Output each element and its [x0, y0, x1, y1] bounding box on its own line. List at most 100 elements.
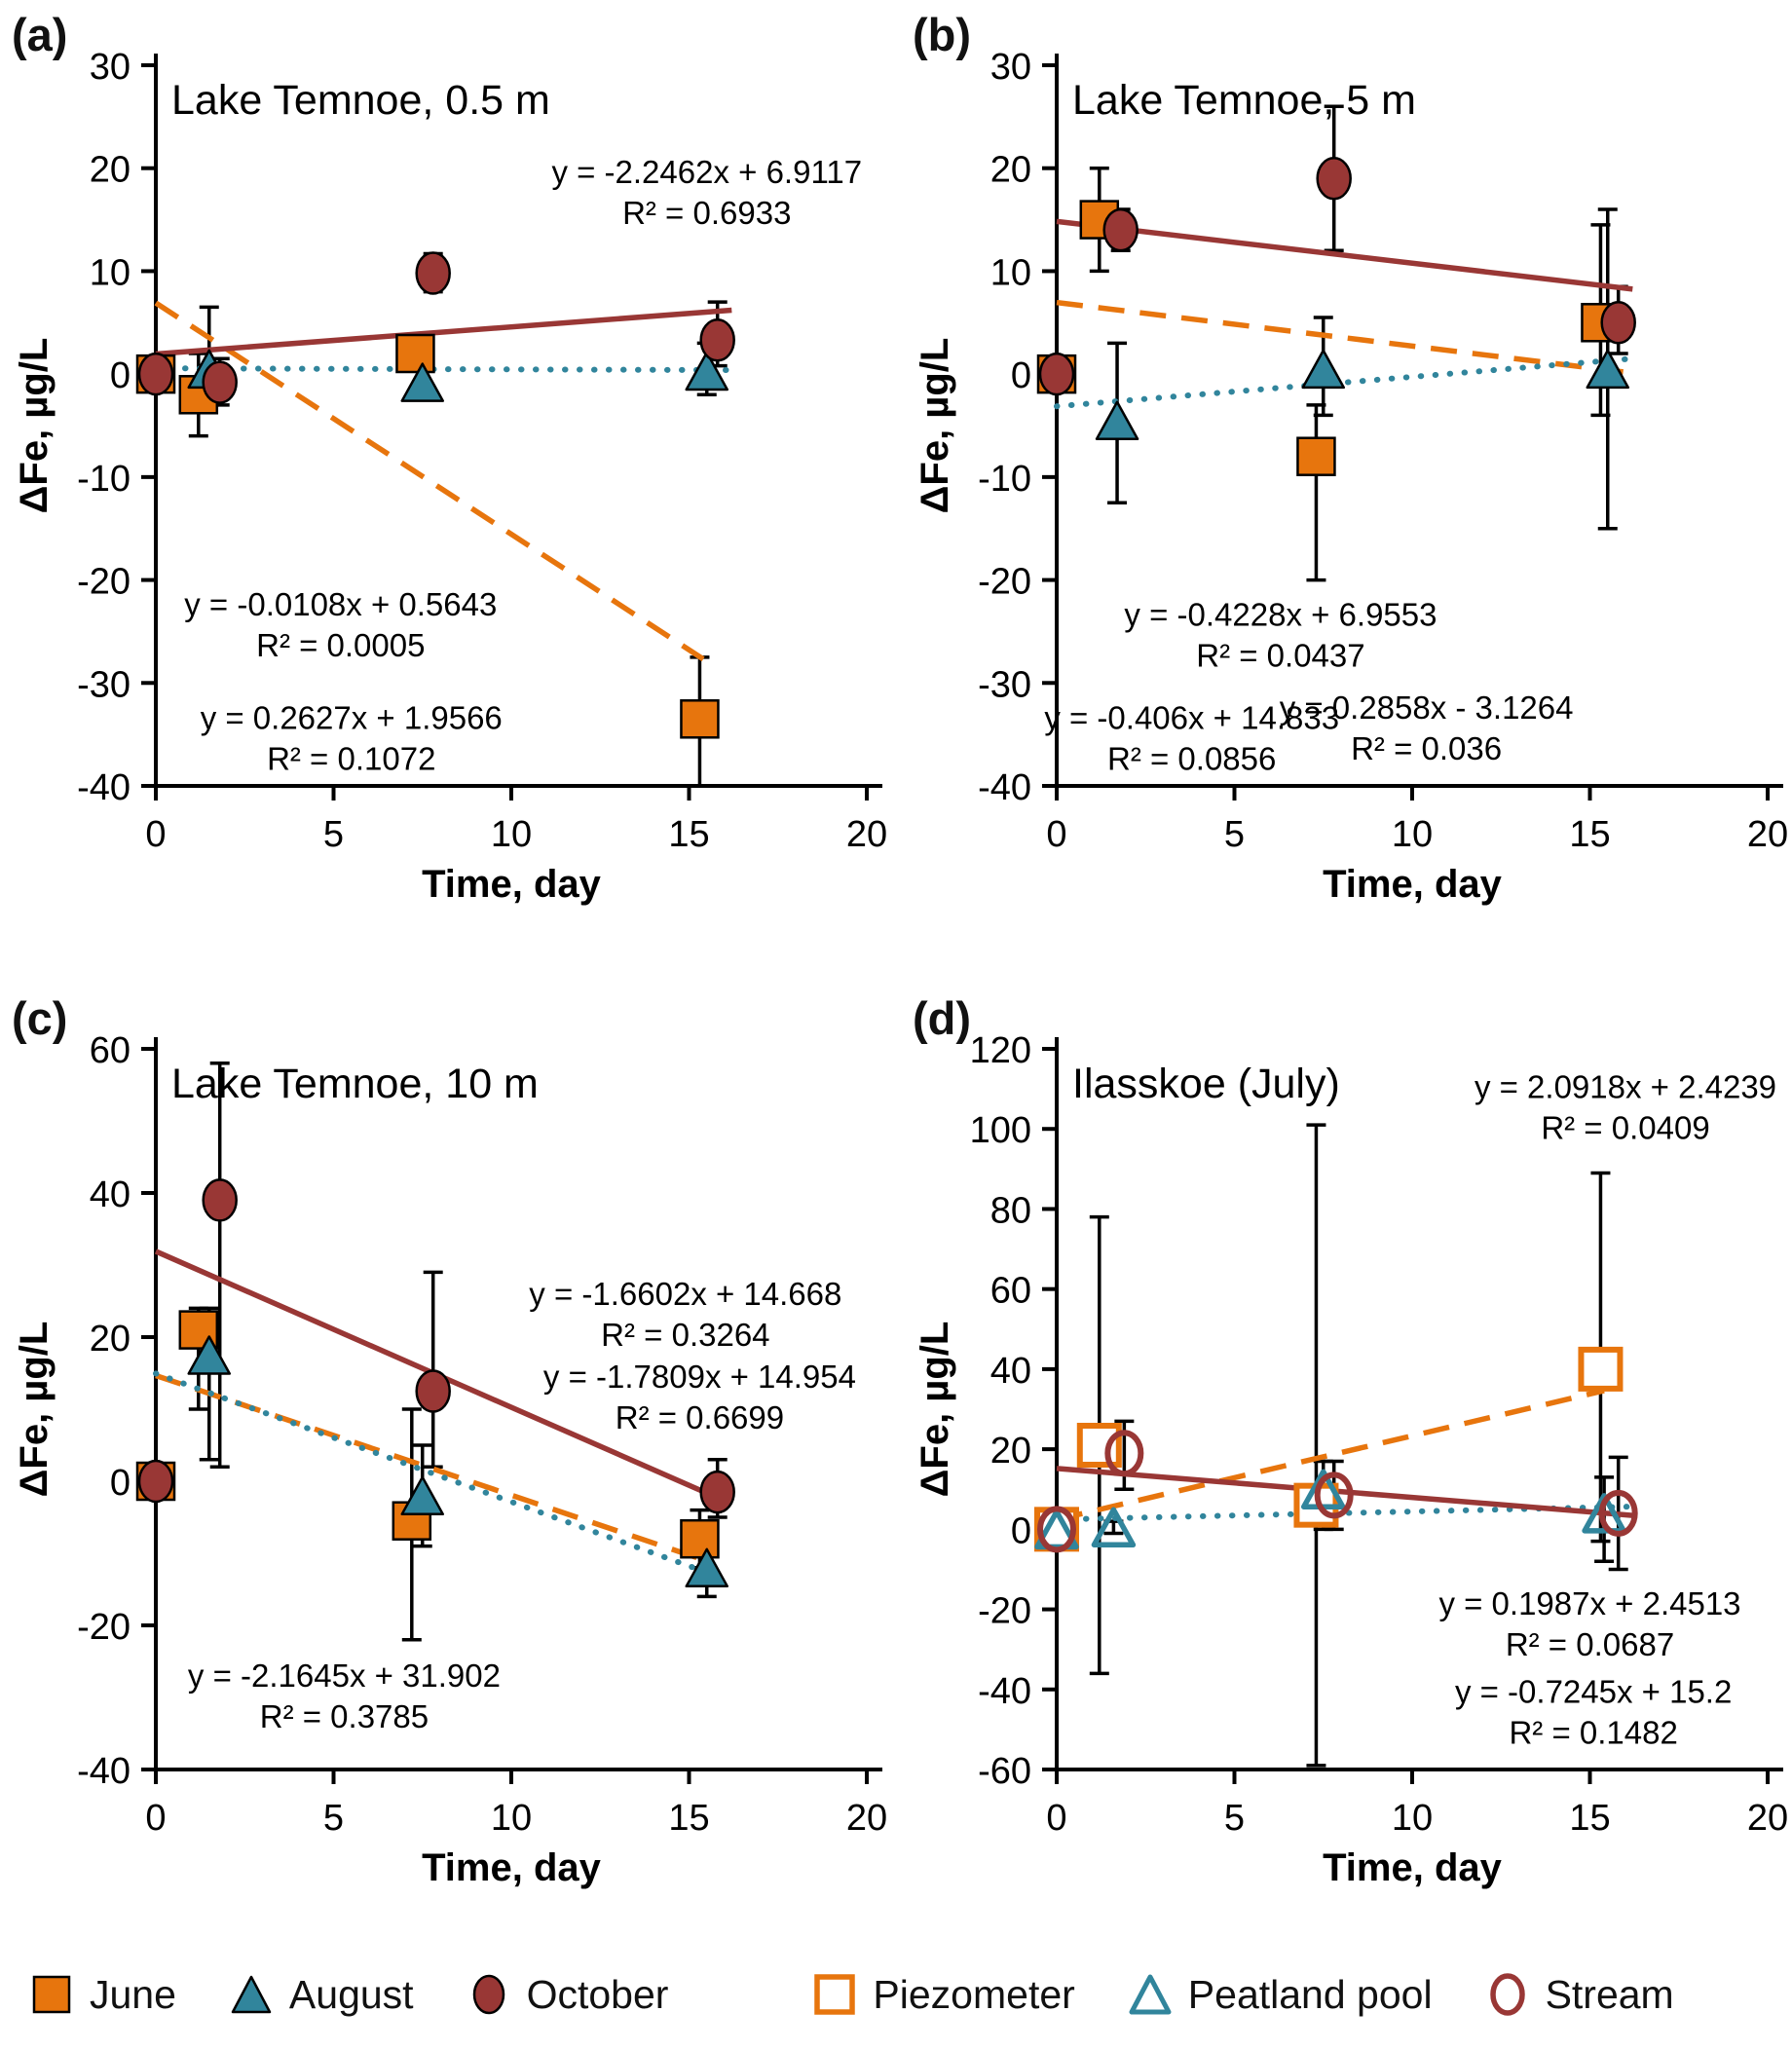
chart-title: Lake Temnoe, 5 m: [1072, 77, 1416, 124]
chart-a-plot: 30 20 10 0 -10 -20 -30 -40 0 5 10 15 20 Time, day ΔFe,…: [13, 47, 887, 906]
axes: 30 20 10 0 -10 -20 -30 -40 0 5 10 15 20: [978, 47, 1788, 855]
svg-text:-40: -40: [77, 1751, 131, 1792]
series-august: [187, 1335, 728, 1588]
trendline-august: [153, 365, 735, 374]
trendline-october: [155, 307, 732, 357]
svg-text:R² = 0.0409: R² = 0.0409: [1541, 1110, 1709, 1146]
svg-text:0: 0: [1011, 355, 1031, 396]
x-axis-label: Time, day: [1323, 863, 1503, 906]
svg-text:R² = 0.0856: R² = 0.0856: [1107, 740, 1276, 776]
svg-text:0: 0: [1011, 1510, 1031, 1551]
svg-text:y = 2.0918x + 2.4239: y = 2.0918x + 2.4239: [1475, 1069, 1776, 1105]
y-axis-label: ΔFe, µg/L: [13, 1322, 56, 1498]
svg-text:y = 0.2858x - 3.1264: y = 0.2858x - 3.1264: [1280, 689, 1574, 726]
svg-text:R² = 0.0005: R² = 0.0005: [256, 627, 425, 663]
svg-text:-20: -20: [978, 562, 1031, 603]
svg-text:-20: -20: [978, 1591, 1031, 1632]
chart-c-plot: 60 40 20 0 -20 -40 0 5 10 15 20 Time, day ΔFe, µg/L L…: [13, 1030, 887, 1889]
svg-text:y = 0.1987x + 2.4513: y = 0.1987x + 2.4513: [1438, 1585, 1740, 1621]
svg-text:R² = 0.6933: R² = 0.6933: [622, 195, 791, 231]
chart-title: Lake Temnoe, 10 m: [171, 1061, 539, 1107]
axes: 120 100 80 60 40 20 0 -20 -40 -60 0 5 10 15 20: [970, 1030, 1789, 1839]
svg-text:R² = 0.6699: R² = 0.6699: [616, 1399, 784, 1435]
svg-text:0: 0: [145, 1798, 166, 1839]
svg-text:-40: -40: [77, 767, 131, 808]
series-october: [137, 251, 735, 404]
svg-text:60: 60: [90, 1030, 131, 1071]
svg-text:y = -0.0108x + 0.5643: y = -0.0108x + 0.5643: [184, 586, 497, 622]
svg-text:0: 0: [1046, 814, 1066, 855]
legend-item-stream: Stream: [1485, 1972, 1674, 2018]
august-marker-icon: [231, 1975, 272, 2014]
panel-letter-d: (d): [913, 992, 972, 1044]
axes: 60 40 20 0 -20 -40 0 5 10 15 20: [77, 1030, 887, 1839]
svg-text:R² = 0.1072: R² = 0.1072: [267, 740, 435, 776]
svg-text:10: 10: [990, 252, 1031, 293]
svg-text:5: 5: [323, 814, 344, 855]
trendline-stream: [1056, 1466, 1633, 1518]
svg-text:0: 0: [1046, 1798, 1066, 1839]
svg-text:R² = 0.0437: R² = 0.0437: [1196, 638, 1364, 674]
svg-text:-20: -20: [77, 562, 131, 603]
peatland-pool-marker-icon: [1129, 1974, 1172, 2015]
svg-text:15: 15: [668, 1798, 709, 1839]
svg-text:-20: -20: [77, 1607, 131, 1648]
legend-item-peatland-pool: Peatland pool: [1128, 1972, 1433, 2018]
svg-text:-30: -30: [77, 664, 131, 705]
svg-text:10: 10: [491, 1798, 532, 1839]
equation-3: y = -2.1645x + 31.902 R² = 0.3785: [188, 1658, 501, 1734]
chart-b-plot: 30 20 10 0 -10 -20 -30 -40 0 5 10 15 20 Time, day ΔFe,…: [914, 47, 1788, 906]
svg-text:10: 10: [1392, 814, 1433, 855]
svg-text:20: 20: [1747, 814, 1788, 855]
equation-3: y = -0.7245x + 15.2 R² = 0.1482: [1455, 1673, 1732, 1750]
equation-2: y = -0.406x + 14.833 R² = 0.0856: [1044, 699, 1339, 776]
panel-a: (a) 30 20 10 0 -10 -20 -30 -40 0 5 10 15 20 Time, day…: [10, 9, 887, 961]
equation-1: y = 2.0918x + 2.4239 R² = 0.0409: [1475, 1069, 1776, 1146]
svg-text:30: 30: [90, 47, 131, 88]
svg-text:10: 10: [1392, 1798, 1433, 1839]
stream-marker-icon: [1489, 1973, 1525, 2016]
svg-text:20: 20: [846, 814, 887, 855]
svg-text:-10: -10: [77, 459, 131, 500]
svg-text:-60: -60: [978, 1751, 1031, 1792]
svg-text:y = -1.6602x + 14.668: y = -1.6602x + 14.668: [529, 1276, 841, 1312]
svg-text:-40: -40: [978, 1671, 1031, 1712]
equation-3: y = 0.2858x - 3.1264 R² = 0.036: [1280, 689, 1574, 766]
y-axis-label: ΔFe, µg/L: [914, 338, 956, 514]
october-marker-icon: [472, 1974, 504, 2015]
june-marker-icon: [32, 1975, 71, 2014]
series-august: [1095, 349, 1629, 440]
svg-text:30: 30: [990, 47, 1031, 88]
legend-label: Peatland pool: [1187, 1971, 1433, 2017]
svg-text:15: 15: [668, 814, 709, 855]
panel-c: (c) 60 40 20 0 -20 -40 0 5 10 15 20 Time, day ΔFe, µ…: [10, 992, 887, 1945]
svg-text:y = -0.7245x + 15.2: y = -0.7245x + 15.2: [1455, 1673, 1732, 1709]
error-bars: [1047, 1123, 1628, 1768]
legend-item-august: August: [229, 1972, 414, 2018]
svg-text:60: 60: [990, 1271, 1031, 1312]
svg-text:5: 5: [1224, 1798, 1245, 1839]
trendline-piezometer: [1056, 1388, 1605, 1523]
chart-title: Lake Temnoe, 0.5 m: [171, 77, 550, 124]
svg-text:20: 20: [90, 1319, 131, 1360]
svg-text:20: 20: [990, 150, 1031, 191]
legend-item-october: October: [467, 1972, 668, 2018]
svg-text:5: 5: [1224, 814, 1245, 855]
panel-b: (b) 30 20 10 0 -10 -20 -30 -40 0 5 10 15 20 Time, day…: [911, 9, 1788, 961]
svg-text:5: 5: [323, 1798, 344, 1839]
axes: 30 20 10 0 -10 -20 -30 -40 0 5 10 15 20: [77, 47, 887, 855]
x-axis-label: Time, day: [1323, 1846, 1503, 1889]
svg-text:R² = 0.036: R² = 0.036: [1351, 730, 1502, 766]
svg-text:R² = 0.1482: R² = 0.1482: [1509, 1714, 1677, 1750]
legend-label: June: [90, 1971, 176, 2017]
y-axis-label: ΔFe, µg/L: [13, 338, 56, 514]
svg-text:120: 120: [970, 1030, 1031, 1071]
legend: June August October Piezometer Peatland pool…: [0, 1944, 1792, 2045]
trendline-october: [1056, 218, 1633, 292]
trendline-june: [1056, 299, 1633, 376]
svg-text:-30: -30: [978, 664, 1031, 705]
legend-item-june: June: [29, 1972, 176, 2018]
svg-text:0: 0: [110, 355, 131, 396]
error-bars: [1089, 104, 1628, 582]
